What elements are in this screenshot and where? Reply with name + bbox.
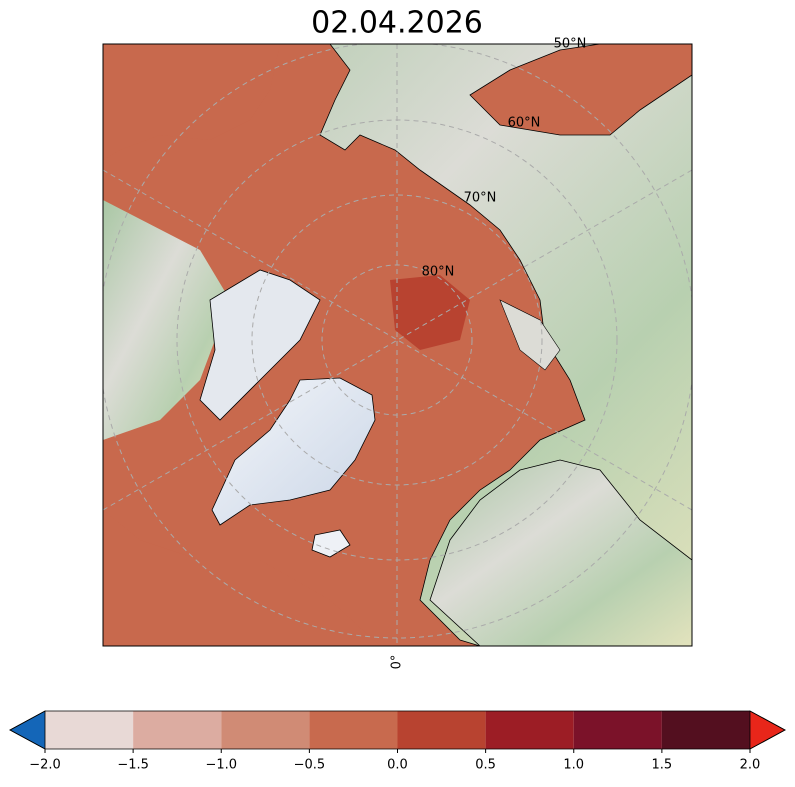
colorbar-tick-label: −0.5 — [294, 758, 326, 773]
colorbar-tick-label: 2.0 — [740, 758, 761, 773]
colorbar-segment — [221, 711, 310, 749]
scandinavia — [429, 459, 692, 646]
greenland — [211, 377, 376, 526]
map-frame — [102, 43, 693, 647]
colorbar-segment — [45, 711, 134, 749]
colorbar-tick-label: −1.0 — [205, 758, 237, 773]
land — [499, 299, 561, 371]
ocean-anomaly — [469, 44, 692, 136]
colorbar-segment — [485, 711, 574, 749]
latitude-label: 50°N — [554, 37, 587, 52]
latitude-label: 70°N — [464, 191, 497, 206]
colorbar-segment — [397, 711, 486, 749]
map-title: 02.04.2026 — [311, 6, 483, 41]
iceland — [311, 529, 351, 558]
colorbar-under — [9, 710, 46, 750]
ocean-anomaly — [103, 44, 280, 160]
land — [103, 200, 230, 440]
colorbar-tick-label: 0.0 — [387, 758, 408, 773]
colorbar-tick-label: −2.0 — [29, 758, 61, 773]
colorbar-segment — [133, 711, 222, 749]
map — [103, 44, 692, 646]
colorbar-tick-label: 1.0 — [563, 758, 584, 773]
colorbar-segment — [573, 711, 662, 749]
colorbar-tick-label: 1.5 — [652, 758, 673, 773]
latitude-label: 80°N — [422, 265, 455, 280]
arctic-islands — [199, 269, 321, 421]
latitude-label: 60°N — [508, 116, 541, 131]
colorbar-tick-label: −1.5 — [117, 758, 149, 773]
graticule — [103, 44, 692, 646]
colorbar-over — [749, 710, 786, 750]
colorbar-segment — [661, 711, 750, 749]
longitude-label: 0° — [390, 655, 405, 670]
ocean-anomaly — [103, 510, 380, 646]
colorbar-tick-label: 0.5 — [475, 758, 496, 773]
colorbar: −2.0 −1.5 −1.0 −0.5 0.0 0.5 1.0 1.5 2.0 — [9, 710, 786, 773]
colorbar-segment — [309, 711, 398, 749]
ocean-anomaly-high — [390, 275, 470, 350]
